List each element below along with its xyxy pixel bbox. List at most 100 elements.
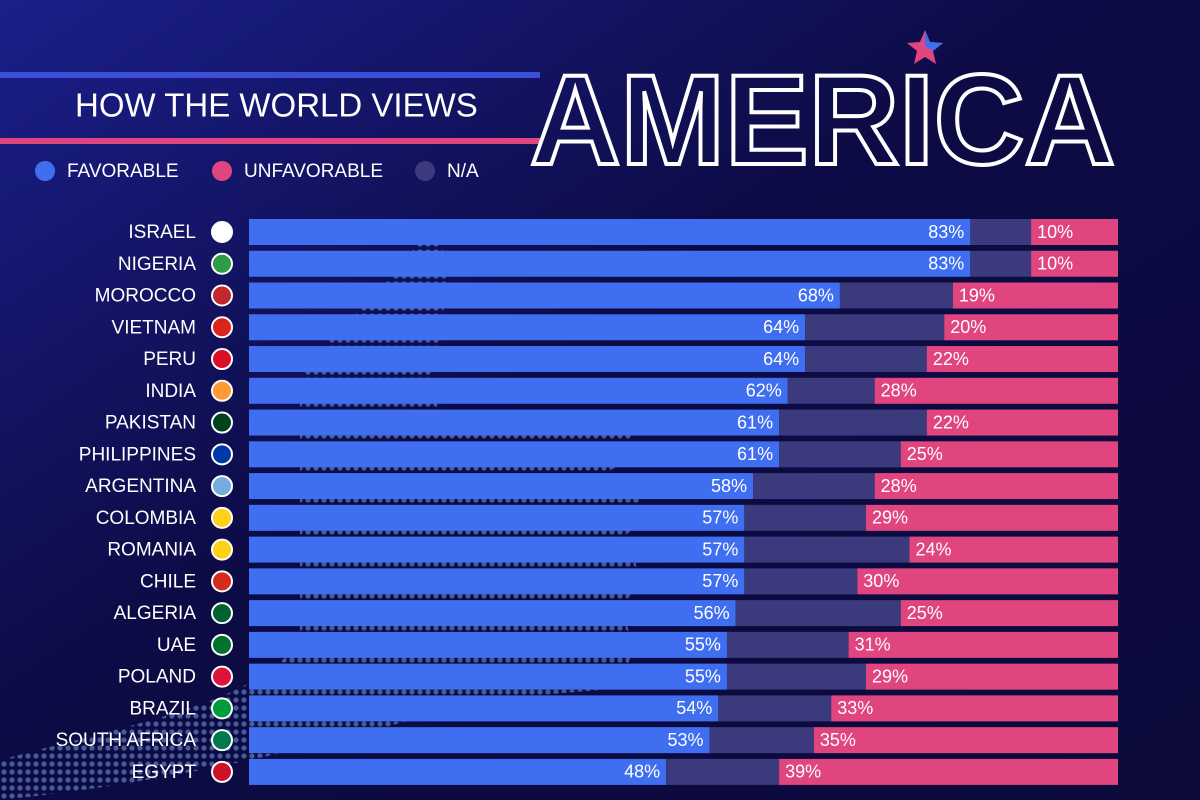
bar-segment [865, 663, 1118, 690]
value-label: 22% [933, 349, 969, 369]
bar-segment [249, 631, 727, 658]
category-label: PERU [143, 349, 196, 370]
flag-icon [211, 633, 233, 656]
value-label: 20% [950, 317, 986, 337]
legend-swatch [415, 161, 435, 181]
value-label: 58% [711, 476, 747, 496]
value-label: 83% [928, 222, 964, 242]
category-label: ISRAEL [128, 222, 196, 243]
value-label: 28% [881, 381, 917, 401]
flag-icon [211, 411, 233, 434]
deco-line [0, 138, 540, 144]
bar-segment [249, 663, 727, 690]
value-label: 55% [685, 635, 721, 655]
legend-label: FAVORABLE [67, 161, 179, 182]
category-label: ARGENTINA [85, 476, 196, 497]
bar-segment [249, 409, 780, 436]
value-label: 29% [872, 508, 908, 528]
bar-segment [744, 568, 858, 595]
title-emphasis: AMERICA [530, 49, 1115, 192]
bar-segment [249, 504, 745, 531]
bar-segment [753, 473, 875, 500]
category-label: POLAND [118, 667, 196, 688]
category-label: COLOMBIA [96, 508, 197, 529]
bar-segment [249, 441, 780, 468]
category-label: NIGERIA [118, 254, 196, 275]
bar-segment [1031, 219, 1118, 245]
flag-icon [211, 348, 233, 371]
bar-segment [249, 377, 788, 404]
bar-segment [744, 504, 866, 531]
bar-segment [874, 377, 1118, 404]
category-label: PAKISTAN [105, 413, 196, 434]
bar-segment [779, 441, 901, 468]
flag-icon [211, 602, 233, 625]
bar-segment [805, 346, 927, 373]
value-label: 61% [737, 412, 773, 432]
bar-segment [874, 473, 1118, 500]
bar-segment [709, 727, 814, 754]
category-label: ALGERIA [114, 603, 197, 624]
bar-segment [970, 250, 1032, 277]
bar-segment [805, 314, 945, 341]
bar-segment [831, 695, 1118, 722]
bar-segment [926, 346, 1118, 373]
bar-segment [970, 219, 1032, 245]
value-label: 57% [702, 571, 738, 591]
legend-swatch [212, 161, 232, 181]
title: HOW THE WORLD VIEWS [75, 87, 478, 124]
bar-segment [726, 663, 866, 690]
bar-segment [779, 758, 1118, 785]
value-label: 64% [763, 317, 799, 337]
value-label: 10% [1037, 222, 1073, 242]
flag-icon [211, 665, 233, 688]
value-label: 22% [933, 412, 969, 432]
value-label: 30% [863, 571, 899, 591]
flag-icon [211, 221, 233, 243]
bar-segment [249, 568, 745, 595]
value-label: 57% [702, 539, 738, 559]
bar-segment [249, 314, 806, 341]
bar-segment [249, 600, 736, 627]
flag-icon [211, 316, 233, 339]
legend-label: N/A [447, 161, 479, 182]
flag-icon [211, 729, 233, 752]
deco-line [0, 72, 540, 78]
bar-segment [839, 282, 953, 309]
bar-segment [813, 727, 1118, 754]
value-label: 53% [668, 730, 704, 750]
legend: FAVORABLE UNFAVORABLE N/A [35, 161, 479, 182]
bar-segment [900, 441, 1118, 468]
category-label: SOUTH AFRICA [56, 730, 197, 751]
bar-segment [787, 377, 875, 404]
bar-segment [726, 631, 849, 658]
category-label: PHILIPPINES [79, 444, 196, 465]
category-label: UAE [157, 635, 196, 656]
value-label: 39% [785, 762, 821, 782]
value-label: 35% [820, 730, 856, 750]
legend-swatch [35, 161, 55, 181]
value-label: 28% [881, 476, 917, 496]
bar-segment [249, 219, 971, 245]
category-label: VIETNAM [112, 317, 196, 338]
bar-segment [900, 600, 1118, 627]
value-label: 62% [746, 381, 782, 401]
flag-icon [211, 538, 233, 561]
value-label: 31% [855, 635, 891, 655]
bar-segment [944, 314, 1118, 341]
bar-segment [249, 473, 754, 500]
value-label: 25% [907, 444, 943, 464]
bar-segment [952, 282, 1118, 309]
flag-icon [211, 697, 233, 720]
value-label: 68% [798, 285, 834, 305]
bar-segment [926, 409, 1118, 436]
bar-segment [735, 600, 901, 627]
star [925, 30, 943, 51]
bar-segment [666, 758, 780, 785]
value-label: 57% [702, 508, 738, 528]
bar-segment [718, 695, 832, 722]
value-label: 10% [1037, 254, 1073, 274]
value-label: 24% [915, 539, 951, 559]
value-label: 54% [676, 698, 712, 718]
